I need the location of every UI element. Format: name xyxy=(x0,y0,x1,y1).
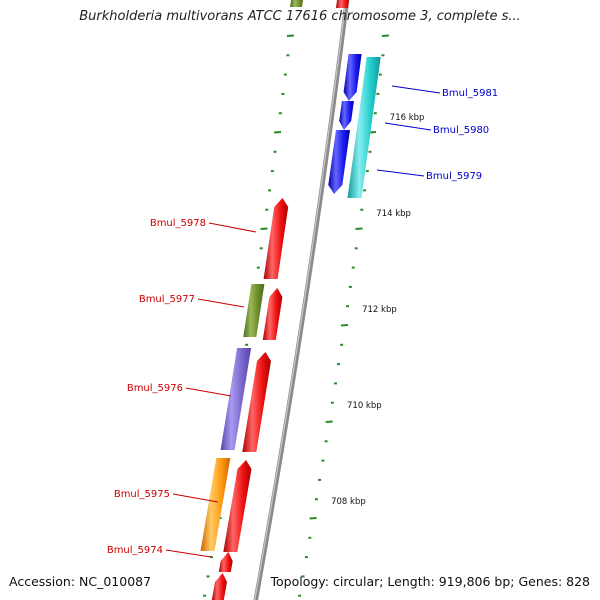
gene-label-leader xyxy=(384,122,432,131)
feature-block-olive xyxy=(243,284,265,337)
inner-tick-mark xyxy=(286,34,294,37)
map-title: Burkholderia multivorans ATCC 17616 chro… xyxy=(79,9,521,24)
gene-arrow-top-red xyxy=(336,0,349,8)
feature-block-cyan xyxy=(347,57,381,198)
scale-label: 714 kbp xyxy=(376,209,411,219)
gene-arrow-bmul-5978 xyxy=(263,198,289,279)
inner-tick-mark xyxy=(274,131,282,134)
scale-label: 710 kbp xyxy=(347,401,382,411)
feature-block-purple xyxy=(220,348,252,450)
gene-arrow-bmul-5976 xyxy=(242,352,271,452)
gene-label-leader xyxy=(197,298,245,308)
gene-label: Bmul_5980 xyxy=(433,125,489,136)
gene-label-leader xyxy=(185,387,232,397)
outer-tick-mark xyxy=(340,324,349,327)
gene-label: Bmul_5979 xyxy=(426,171,482,182)
backbone-highlight xyxy=(254,0,347,600)
scale-label: 708 kbp xyxy=(331,497,366,507)
gene-label: Bmul_5977 xyxy=(139,294,195,305)
scale-label: 712 kbp xyxy=(362,305,397,315)
scale-label: 716 kbp xyxy=(390,113,425,123)
gene-label-leader xyxy=(172,493,219,503)
backbone-line xyxy=(253,0,350,600)
genome-summary-text: Topology: circular; Length: 919,806 bp; … xyxy=(270,574,591,589)
gene-arrow-bmul-5979 xyxy=(328,130,350,194)
gene-label: Bmul_5978 xyxy=(150,218,206,229)
outer-tick-mark xyxy=(325,420,333,423)
outer-tick-mark xyxy=(309,517,317,520)
outer-tick-mark xyxy=(381,34,389,37)
gene-label-leader xyxy=(165,549,212,558)
gene-label-leader xyxy=(391,85,441,94)
gene-arrow-bmul-5977 xyxy=(262,288,283,340)
inner-tick-mark xyxy=(260,227,268,230)
gene-arrow-bmul-5981 xyxy=(343,54,362,101)
accession-text: Accession: NC_010087 xyxy=(9,574,152,589)
gene-arrow-next xyxy=(211,573,227,600)
gene-label: Bmul_5975 xyxy=(114,489,170,500)
gene-label: Bmul_5981 xyxy=(442,88,498,99)
feature-block-orange xyxy=(200,458,231,551)
feature-block-olive-top xyxy=(290,0,303,7)
gene-arrow-bmul-5980 xyxy=(339,101,354,130)
gene-label: Bmul_5976 xyxy=(127,383,183,394)
outer-tick-mark xyxy=(355,227,363,230)
gene-label: Bmul_5974 xyxy=(107,545,163,556)
gene-arrow-bmul-5975 xyxy=(223,460,252,552)
gene-label-leader xyxy=(208,222,257,233)
gene-label-leader xyxy=(376,169,425,177)
gene-arrow-bmul-5974 xyxy=(218,552,233,572)
